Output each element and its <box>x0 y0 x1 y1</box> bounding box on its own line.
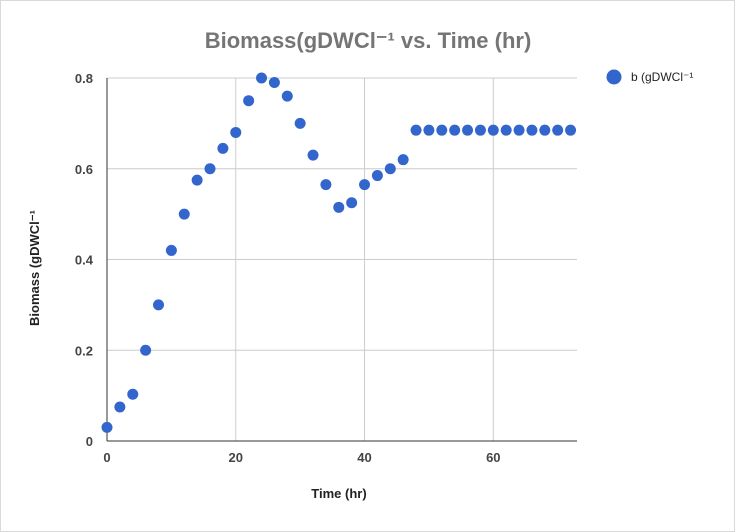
data-point[interactable] <box>320 179 332 191</box>
data-point[interactable] <box>204 163 216 175</box>
data-point[interactable] <box>436 124 448 136</box>
y-tick-label: 0.4 <box>75 253 94 268</box>
x-tick-label: 20 <box>229 450 243 465</box>
data-point[interactable] <box>526 124 538 136</box>
data-point[interactable] <box>552 124 564 136</box>
data-point[interactable] <box>462 124 474 136</box>
data-point[interactable] <box>371 170 383 182</box>
data-point[interactable] <box>140 344 152 356</box>
data-point[interactable] <box>217 142 229 154</box>
data-point[interactable] <box>487 124 499 136</box>
data-point[interactable] <box>268 77 280 89</box>
data-point[interactable] <box>243 95 255 107</box>
data-point[interactable] <box>539 124 551 136</box>
axes <box>106 78 577 442</box>
data-point[interactable] <box>191 174 203 186</box>
y-tick-label: 0.2 <box>75 343 93 358</box>
legend-marker <box>606 69 622 85</box>
data-point[interactable] <box>333 201 345 213</box>
data-point[interactable] <box>114 401 126 413</box>
data-point[interactable] <box>101 421 113 433</box>
data-point[interactable] <box>307 149 319 161</box>
y-tick-label: 0 <box>86 434 93 449</box>
data-point[interactable] <box>423 124 435 136</box>
data-point[interactable] <box>397 154 409 166</box>
data-point[interactable] <box>474 124 486 136</box>
data-point[interactable] <box>127 388 139 400</box>
legend[interactable]: b (gDWCl⁻¹ <box>606 69 694 85</box>
data-point[interactable] <box>359 179 371 191</box>
data-point[interactable] <box>153 299 165 311</box>
data-point[interactable] <box>230 126 242 138</box>
data-point[interactable] <box>384 163 396 175</box>
y-tick-labels: 0 0.2 0.4 0.6 0.8 <box>75 71 94 449</box>
x-tick-label: 0 <box>103 450 110 465</box>
x-tick-label: 60 <box>486 450 500 465</box>
legend-label: b (gDWCl⁻¹ <box>631 70 693 84</box>
chart-title: Biomass(gDWCl⁻¹ vs. Time (hr) <box>205 28 532 53</box>
y-axis-title: Biomass (gDWCl⁻¹ <box>27 210 42 326</box>
data-point[interactable] <box>410 124 422 136</box>
data-point[interactable] <box>346 197 358 209</box>
data-point[interactable] <box>565 124 577 136</box>
data-point[interactable] <box>449 124 461 136</box>
x-tick-label: 40 <box>357 450 371 465</box>
y-tick-label: 0.6 <box>75 162 93 177</box>
grid-lines <box>107 77 577 441</box>
data-point[interactable] <box>256 72 268 84</box>
data-point[interactable] <box>513 124 525 136</box>
data-point[interactable] <box>178 208 190 220</box>
data-points <box>101 72 577 433</box>
data-point[interactable] <box>165 244 177 256</box>
data-point[interactable] <box>500 124 512 136</box>
y-tick-label: 0.8 <box>75 71 93 86</box>
x-axis-title: Time (hr) <box>311 486 366 501</box>
data-point[interactable] <box>281 90 293 102</box>
data-point[interactable] <box>294 117 306 129</box>
x-tick-labels: 0 20 40 60 <box>103 450 500 465</box>
